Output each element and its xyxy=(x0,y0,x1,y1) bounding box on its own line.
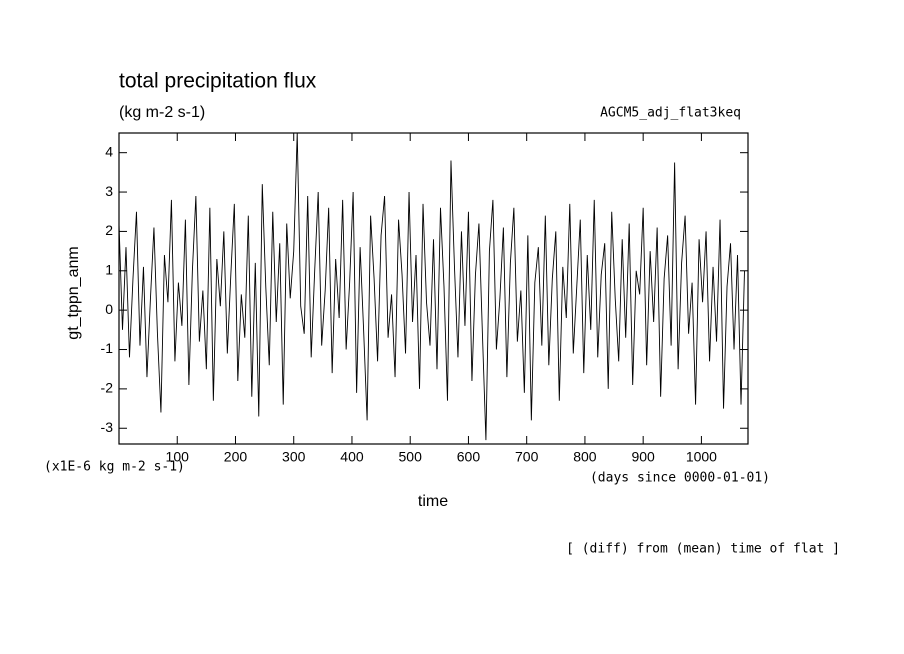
x-tick-label: 200 xyxy=(224,449,248,465)
x-axis-label: time xyxy=(418,493,448,510)
y-tick-label: -3 xyxy=(101,419,114,435)
x-tick-label: 600 xyxy=(457,449,481,465)
x-tick-label: 800 xyxy=(573,449,597,465)
x-unit: (days since 0000-01-01) xyxy=(590,471,770,486)
x-tick-label: 1000 xyxy=(686,449,717,465)
data-line xyxy=(118,132,745,441)
x-tick-label: 300 xyxy=(282,449,306,465)
x-tick-label: 700 xyxy=(515,449,539,465)
y-tick-label: 2 xyxy=(105,222,113,238)
y-tick-label: 1 xyxy=(105,261,113,277)
y-unit: (x1E-6 kg m-2 s-1) xyxy=(44,460,185,475)
y-tick-label: 3 xyxy=(105,183,113,199)
x-tick-label: 500 xyxy=(399,449,423,465)
chart-subtitle: (kg m-2 s-1) xyxy=(119,104,205,121)
annotation: AGCM5_adj_flat3keq xyxy=(600,106,741,121)
y-tick-label: -2 xyxy=(101,380,114,396)
chart-title: total precipitation flux xyxy=(119,70,317,93)
y-tick-label: 4 xyxy=(105,143,113,159)
x-tick-label: 900 xyxy=(631,449,655,465)
plot-frame xyxy=(118,132,749,445)
x-tick-label: 100 xyxy=(166,449,190,465)
footnote: [ (diff) from (mean) time of flat ] xyxy=(566,542,840,557)
y-tick-label: 0 xyxy=(105,301,113,317)
y-tick-label: -1 xyxy=(101,340,114,356)
x-tick-label: 400 xyxy=(340,449,364,465)
y-axis-label: gt_tppn_anm xyxy=(65,246,82,339)
